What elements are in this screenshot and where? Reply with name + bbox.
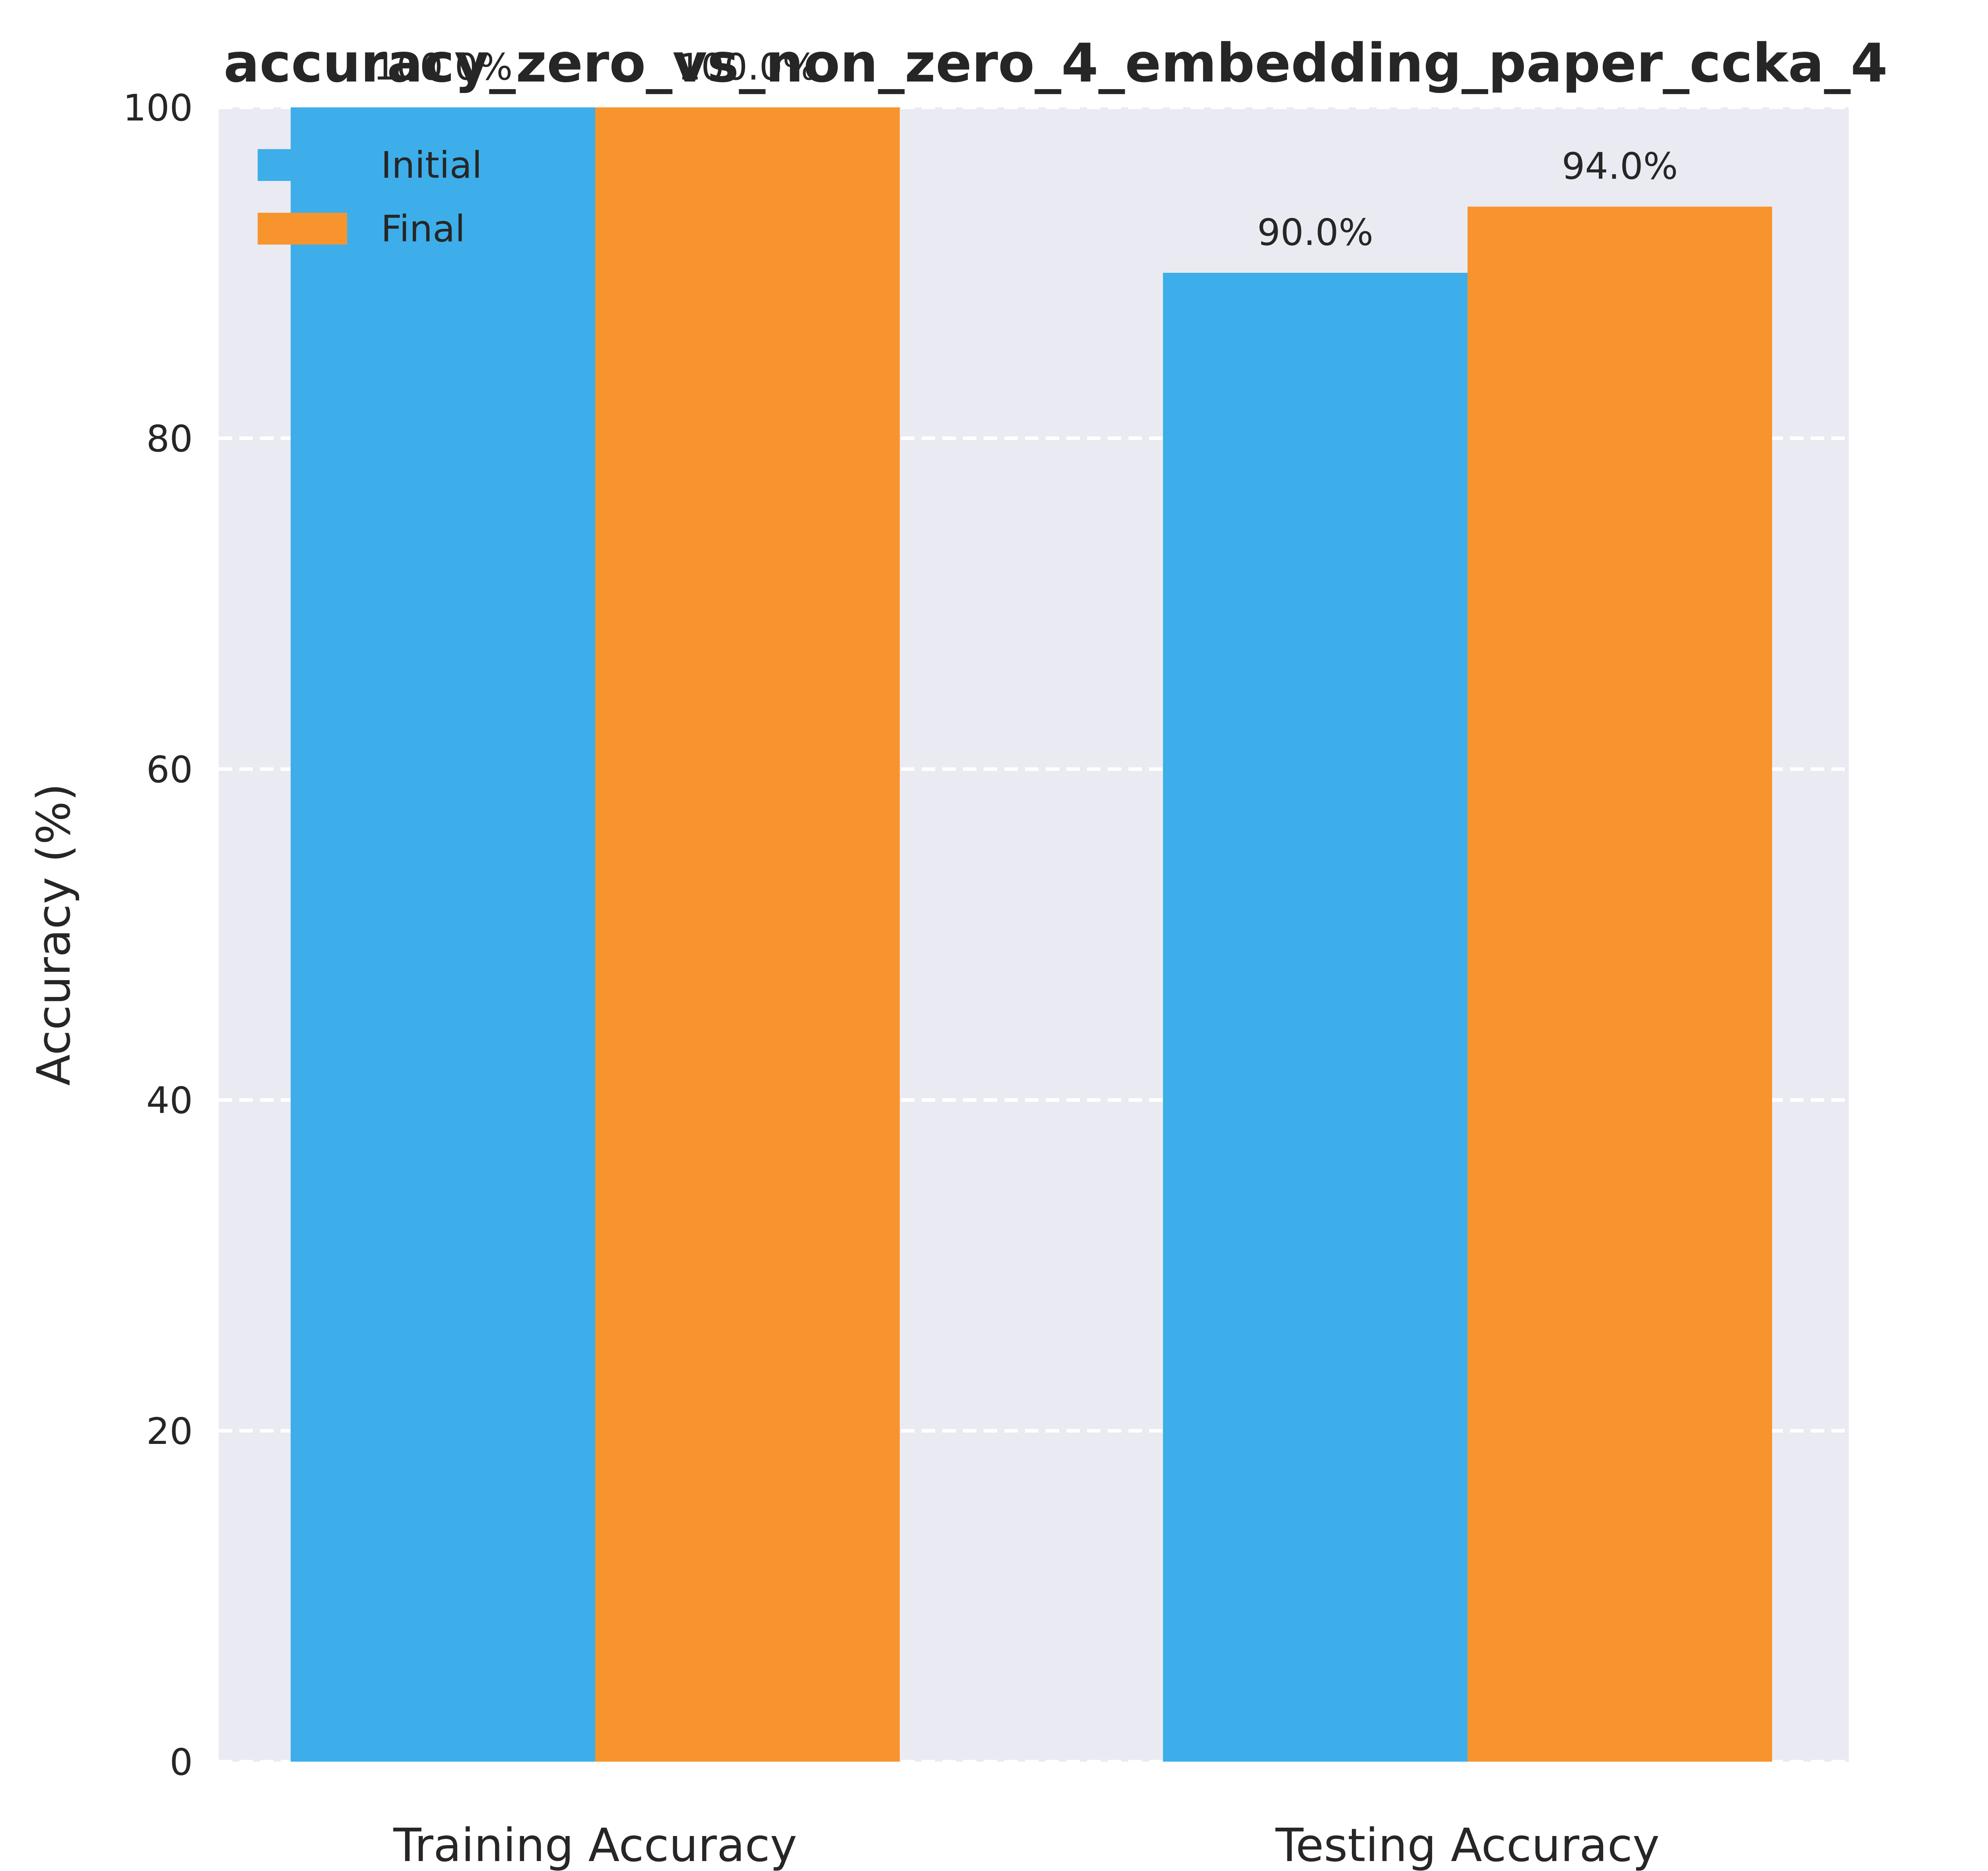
y-axis-label: Accuracy (%) [27, 783, 81, 1086]
bars [291, 107, 1772, 1762]
x-tick-label: Training Accuracy [393, 1819, 797, 1871]
y-tick-label: 100 [123, 87, 193, 129]
y-tick-label: 40 [146, 1079, 193, 1122]
y-tick-label: 60 [146, 748, 193, 791]
bar-final-0 [595, 107, 900, 1762]
y-tick-label: 20 [146, 1410, 193, 1453]
legend-label-initial: Initial [381, 144, 482, 187]
chart-title: accuracy_zero_vs_non_zero_4_embedding_pa… [223, 32, 1887, 94]
legend-swatch-final [258, 213, 347, 245]
legend: Initial Final [258, 144, 482, 250]
y-axis-ticks: 0 20 40 60 80 100 [123, 87, 193, 1784]
bar-initial-0 [291, 107, 595, 1762]
bar-final-1 [1468, 206, 1772, 1762]
y-tick-label: 0 [169, 1741, 193, 1784]
value-label: 94.0% [1562, 145, 1678, 188]
value-label: 100.0% [678, 46, 817, 88]
legend-swatch-initial [258, 149, 347, 181]
value-label: 90.0% [1257, 211, 1373, 254]
x-tick-label: Testing Accuracy [1275, 1819, 1660, 1871]
value-labels: 100.0% 90.0% 100.0% 94.0% [373, 46, 1678, 254]
value-label: 100.0% [373, 46, 513, 88]
x-axis-ticks: Training Accuracy Testing Accuracy [393, 1819, 1660, 1871]
bar-initial-1 [1163, 273, 1468, 1762]
y-tick-label: 80 [146, 418, 193, 460]
legend-label-final: Final [381, 208, 465, 250]
